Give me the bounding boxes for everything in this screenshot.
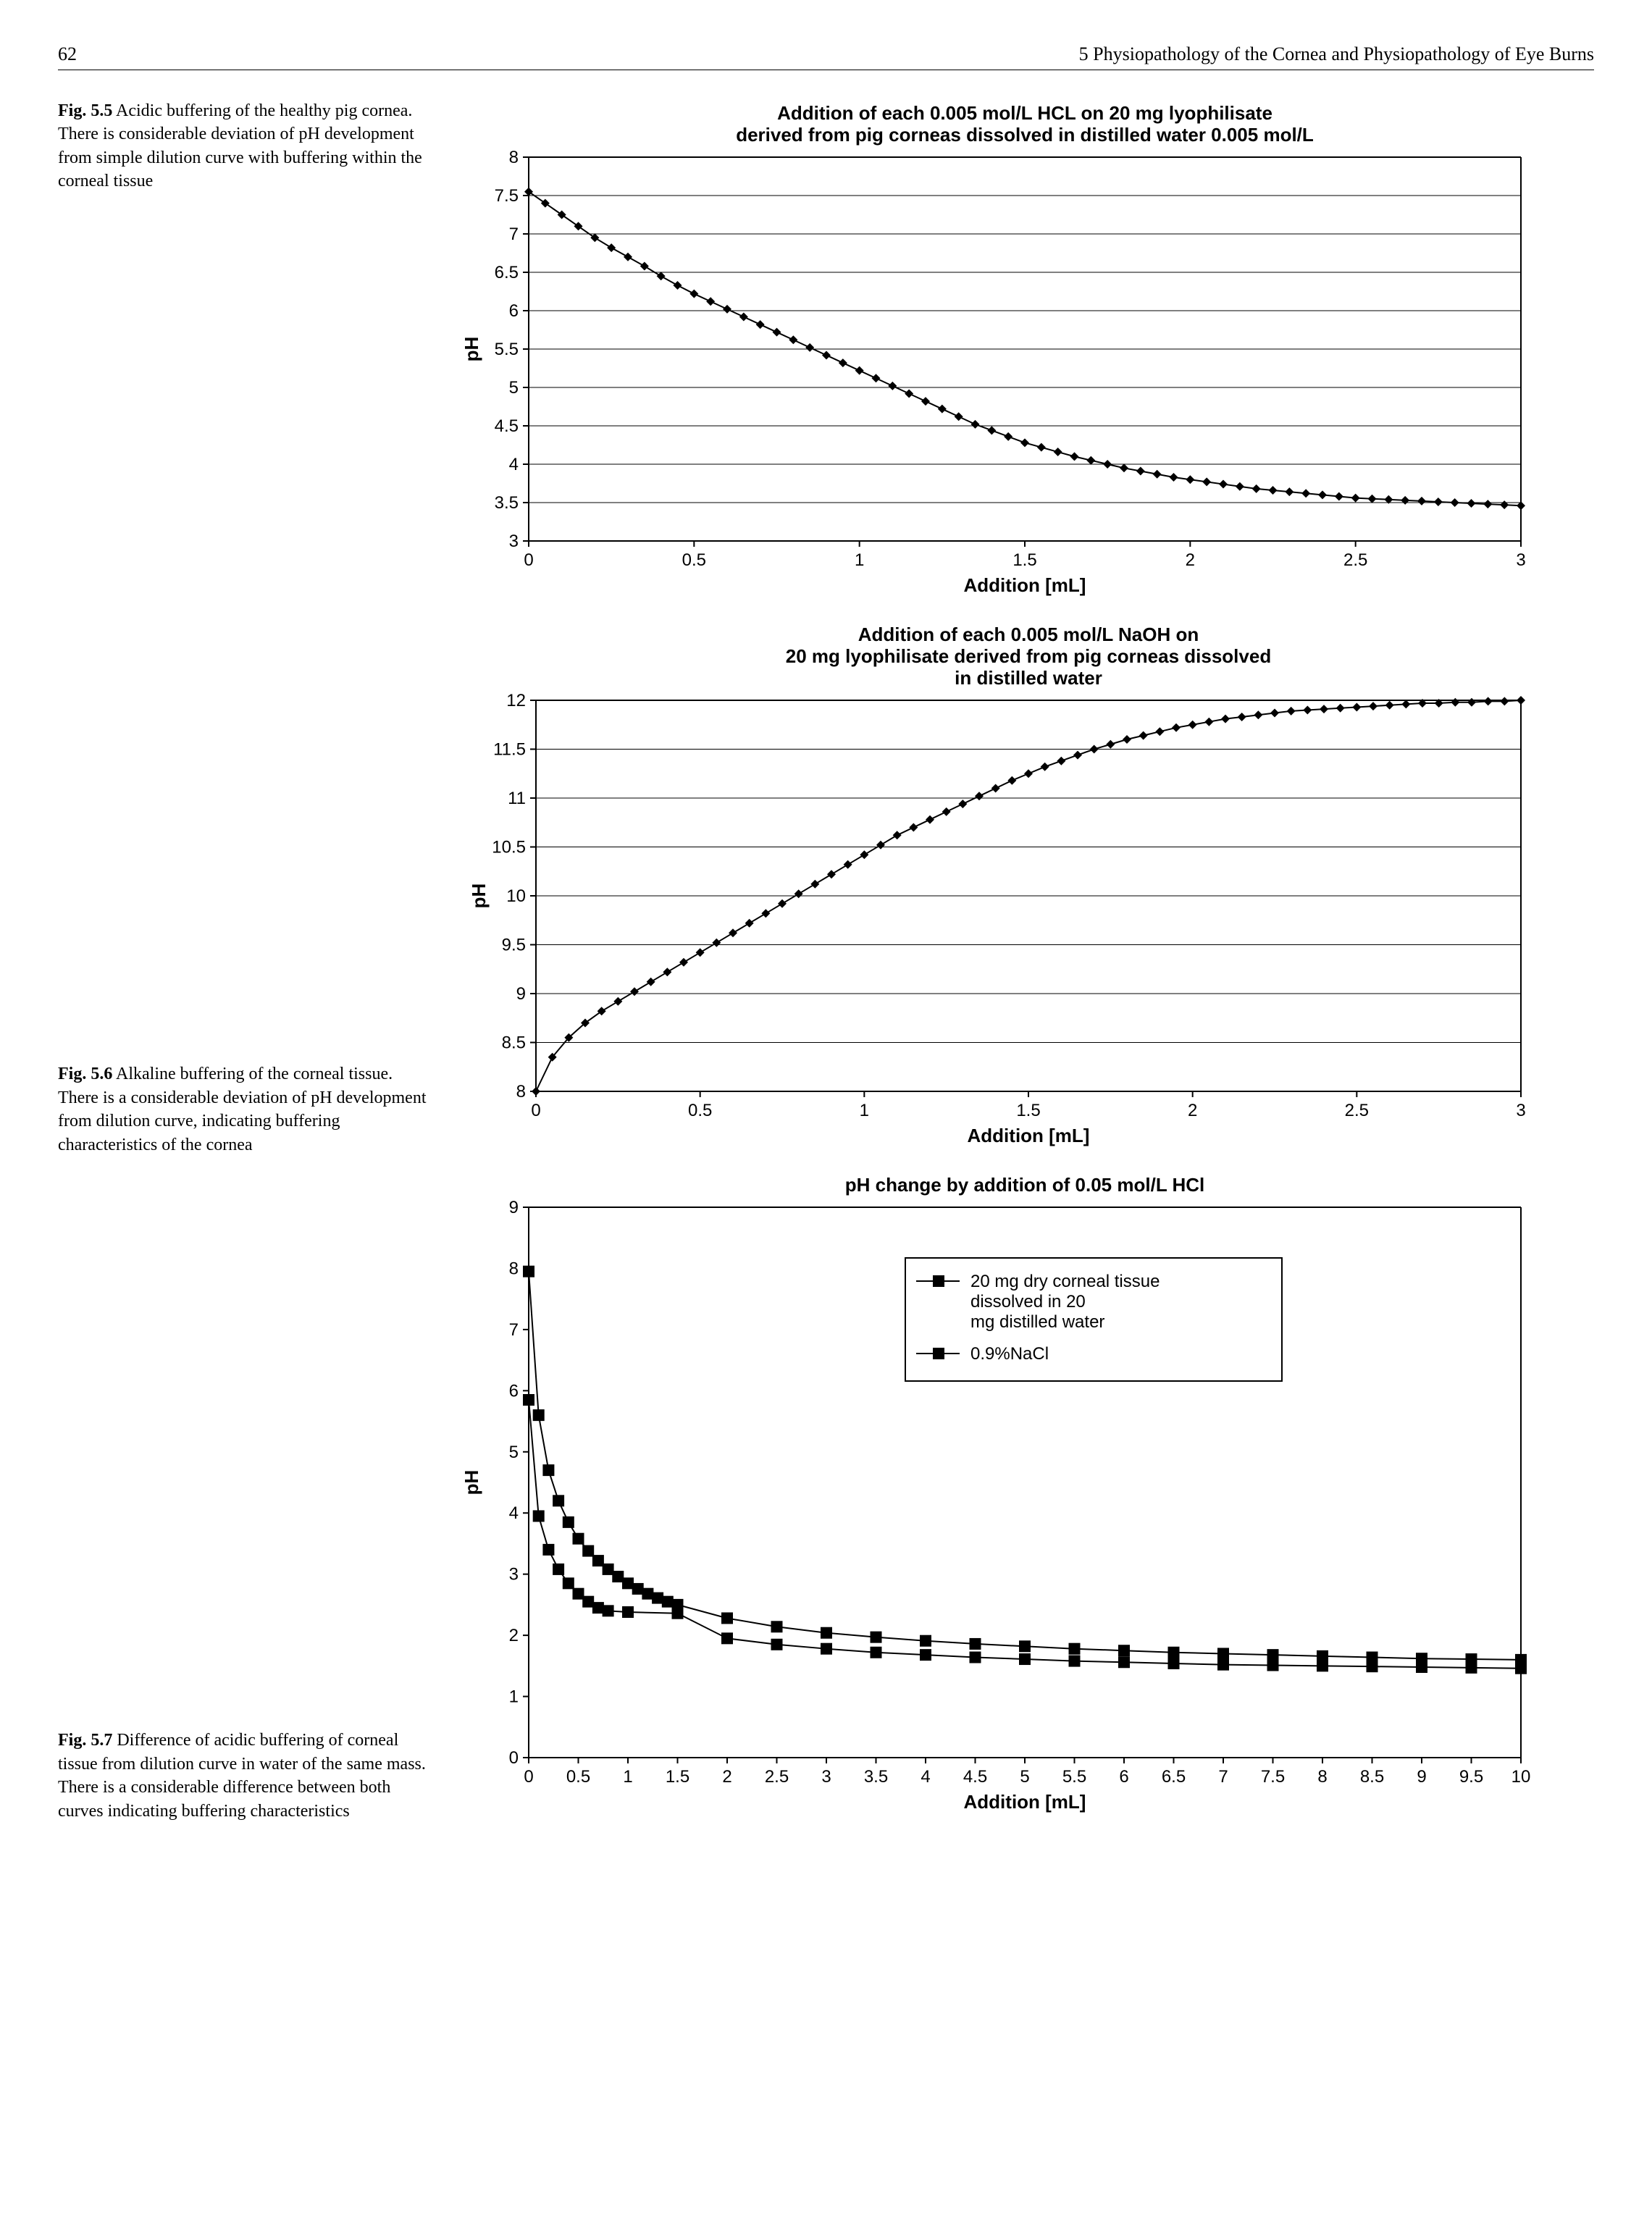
svg-text:Addition [mL]: Addition [mL]	[968, 1125, 1090, 1146]
svg-text:Addition of each 0.005 mol/L H: Addition of each 0.005 mol/L HCL on 20 m…	[777, 102, 1272, 124]
svg-text:0: 0	[509, 1748, 519, 1768]
svg-text:0.9%NaCl: 0.9%NaCl	[970, 1344, 1049, 1364]
svg-text:6: 6	[509, 301, 519, 321]
svg-text:2.5: 2.5	[765, 1767, 789, 1787]
svg-text:4.5: 4.5	[963, 1767, 987, 1787]
svg-text:10.5: 10.5	[492, 838, 526, 857]
svg-text:3.5: 3.5	[864, 1767, 888, 1787]
svg-text:7: 7	[509, 1320, 519, 1340]
svg-text:9: 9	[1417, 1767, 1426, 1787]
svg-text:1.5: 1.5	[666, 1767, 689, 1787]
figure-5-6-caption-text: Alkaline buffering of the corneal tissue…	[58, 1065, 427, 1154]
svg-text:pH: pH	[461, 1470, 482, 1495]
svg-text:8.5: 8.5	[1360, 1767, 1384, 1787]
svg-text:2.5: 2.5	[1343, 550, 1367, 570]
svg-text:1: 1	[860, 1101, 869, 1120]
svg-text:1: 1	[623, 1767, 632, 1787]
figure-5-7-caption: Fig. 5.7 Difference of acidic buffering …	[58, 1729, 456, 1823]
svg-text:12: 12	[506, 691, 526, 710]
figure-5-5-label: Fig. 5.5	[58, 101, 112, 120]
svg-text:pH change by addition of 0.05: pH change by addition of 0.05 mol/L HCl	[845, 1174, 1204, 1196]
svg-text:4.5: 4.5	[495, 416, 519, 436]
figure-5-5-row: Fig. 5.5 Acidic buffering of the healthy…	[58, 99, 1594, 606]
svg-text:7: 7	[1218, 1767, 1228, 1787]
svg-text:6: 6	[1119, 1767, 1128, 1787]
svg-text:0.5: 0.5	[688, 1101, 712, 1120]
svg-text:Addition [mL]: Addition [mL]	[964, 574, 1086, 596]
svg-text:3: 3	[1516, 550, 1525, 570]
figure-5-5-chart: 3 3.5 4 4.5 5 5.5 6 6.5 7 7.5 8 0 0.5 1 1.5 2 2.5 3 Additi…	[456, 99, 1594, 606]
svg-text:2: 2	[1188, 1101, 1197, 1120]
svg-text:5.5: 5.5	[1062, 1767, 1086, 1787]
svg-text:6.5: 6.5	[495, 263, 519, 282]
figure-5-7-caption-text: Difference of acidic buffering of cornea…	[58, 1731, 426, 1820]
svg-text:10: 10	[506, 886, 526, 906]
svg-text:in distilled water: in distilled water	[955, 667, 1102, 689]
svg-text:8.5: 8.5	[502, 1033, 526, 1053]
svg-text:4: 4	[509, 1503, 519, 1523]
figure-5-5-caption: Fig. 5.5 Acidic buffering of the healthy…	[58, 99, 456, 193]
svg-text:1.5: 1.5	[1012, 550, 1036, 570]
svg-text:2: 2	[722, 1767, 731, 1787]
svg-text:1: 1	[855, 550, 864, 570]
svg-text:Addition of each 0.005 mol/L N: Addition of each 0.005 mol/L NaOH on	[858, 624, 1199, 645]
svg-text:20 mg dry corneal tissue: 20 mg dry corneal tissue	[970, 1272, 1160, 1291]
svg-text:derived from pig corneas disso: derived from pig corneas dissolved in di…	[736, 124, 1314, 146]
svg-text:8: 8	[509, 1259, 519, 1278]
svg-text:11: 11	[508, 789, 526, 808]
svg-text:5: 5	[509, 1443, 519, 1462]
chapter-title: 5 Physiopathology of the Cornea and Phys…	[1079, 43, 1594, 65]
svg-text:9: 9	[516, 984, 526, 1004]
svg-text:7.5: 7.5	[495, 186, 519, 206]
svg-text:0.5: 0.5	[566, 1767, 590, 1787]
figure-5-7-label: Fig. 5.7	[58, 1731, 112, 1750]
svg-text:Addition [mL]: Addition [mL]	[964, 1791, 1086, 1813]
page-number: 62	[58, 43, 77, 65]
svg-text:5: 5	[509, 378, 519, 398]
figure-5-6-caption: Fig. 5.6 Alkaline buffering of the corne…	[58, 1062, 456, 1157]
svg-text:2: 2	[1186, 550, 1195, 570]
svg-text:5: 5	[1020, 1767, 1029, 1787]
svg-text:2: 2	[509, 1626, 519, 1645]
svg-text:9.5: 9.5	[502, 936, 526, 955]
figure-5-7-row: Fig. 5.7 Difference of acidic buffering …	[58, 1171, 1594, 1823]
svg-text:5.5: 5.5	[495, 340, 519, 359]
svg-text:7: 7	[509, 225, 519, 244]
svg-text:3.5: 3.5	[495, 493, 519, 513]
svg-text:3: 3	[509, 1565, 519, 1585]
figure-5-6-label: Fig. 5.6	[58, 1065, 112, 1083]
svg-text:0: 0	[524, 550, 533, 570]
figure-5-7-chart: 0 1 2 3 4 5 6 7 8 9 0 0.5 1 1.5 2 2.5 3 3.5 4 4.5 5 5.5 6 6.5 7 7…	[456, 1171, 1594, 1823]
svg-text:0.5: 0.5	[682, 550, 706, 570]
svg-text:3: 3	[1516, 1101, 1525, 1120]
svg-text:3: 3	[509, 532, 519, 551]
svg-text:pH: pH	[468, 884, 490, 909]
figure-5-5-caption-text: Acidic buffering of the healthy pig corn…	[58, 101, 422, 190]
page-header: 62 5 Physiopathology of the Cornea and P…	[58, 43, 1594, 70]
svg-text:1.5: 1.5	[1016, 1101, 1040, 1120]
figure-5-6-row: Fig. 5.6 Alkaline buffering of the corne…	[58, 621, 1594, 1157]
svg-text:4: 4	[921, 1767, 930, 1787]
svg-text:1: 1	[509, 1687, 519, 1707]
svg-text:8: 8	[516, 1082, 526, 1101]
svg-text:9: 9	[509, 1198, 519, 1217]
svg-text:7.5: 7.5	[1261, 1767, 1285, 1787]
svg-text:2.5: 2.5	[1345, 1101, 1369, 1120]
figure-5-6-chart: 88.599.51010.51111.51200.511.522.53Addit…	[456, 621, 1594, 1157]
svg-text:20 mg lyophilisate derived fro: 20 mg lyophilisate derived from pig corn…	[786, 645, 1271, 667]
svg-text:0: 0	[524, 1767, 533, 1787]
svg-text:8: 8	[1317, 1767, 1327, 1787]
svg-text:mg distilled water: mg distilled water	[970, 1312, 1104, 1332]
svg-text:8: 8	[509, 148, 519, 167]
svg-text:10: 10	[1511, 1767, 1531, 1787]
svg-text:0: 0	[531, 1101, 540, 1120]
svg-text:11.5: 11.5	[493, 740, 526, 760]
svg-text:9.5: 9.5	[1459, 1767, 1483, 1787]
svg-text:6.5: 6.5	[1162, 1767, 1186, 1787]
svg-text:4: 4	[509, 455, 519, 474]
svg-text:dissolved in 20: dissolved in 20	[970, 1292, 1086, 1312]
svg-text:6: 6	[509, 1381, 519, 1401]
svg-text:3: 3	[821, 1767, 831, 1787]
svg-text:pH: pH	[461, 337, 482, 362]
